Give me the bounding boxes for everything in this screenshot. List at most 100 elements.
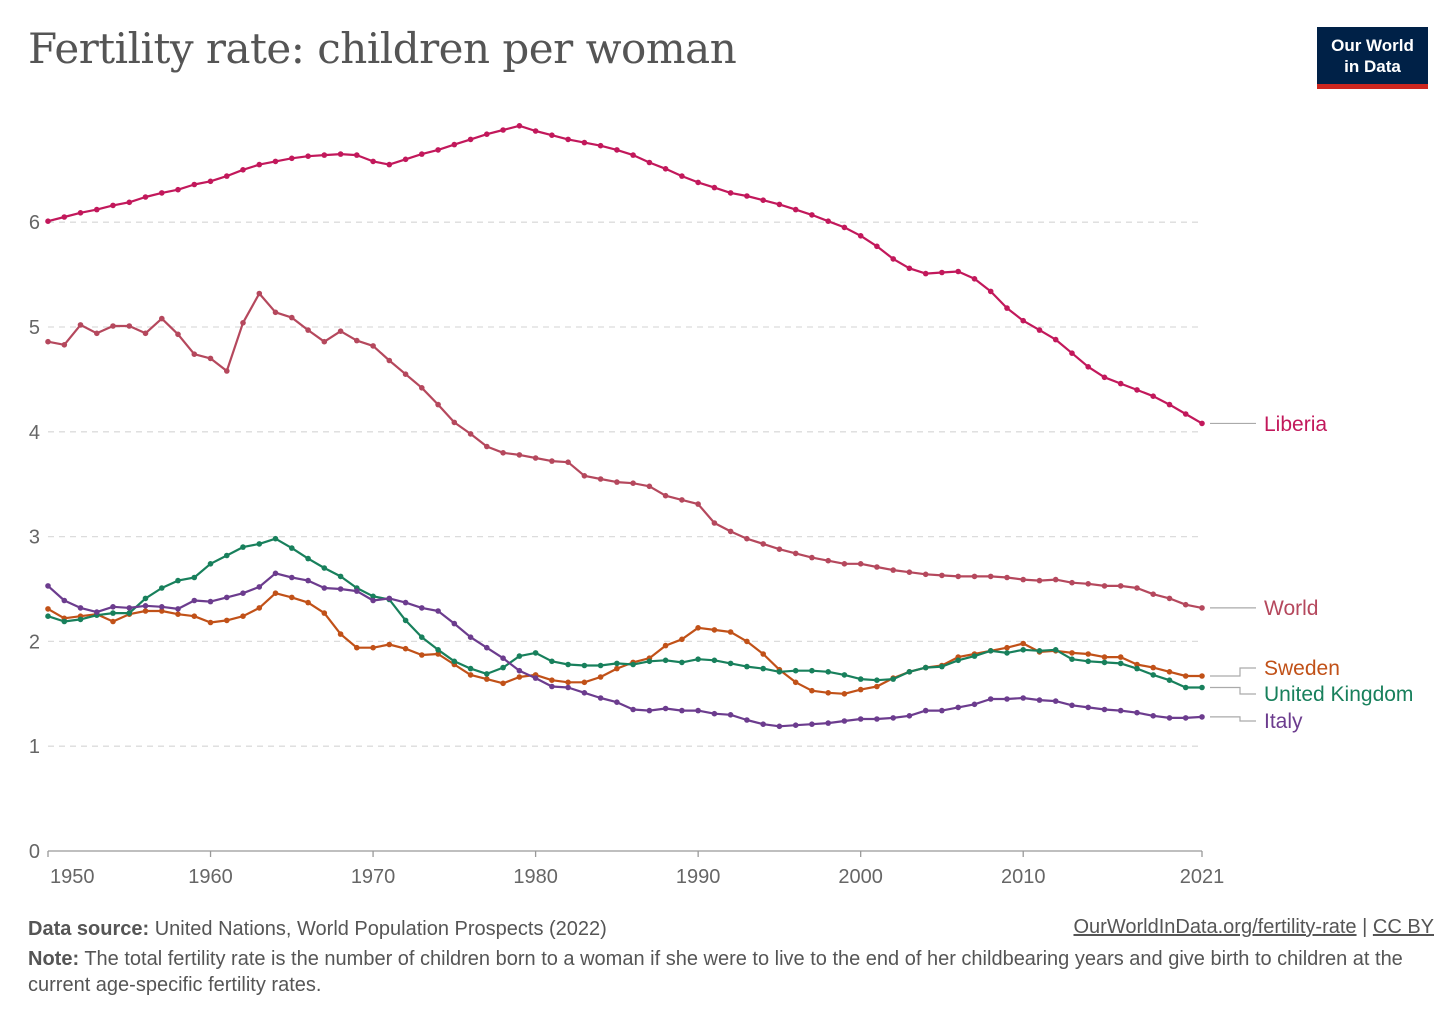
point-world-1997	[809, 554, 815, 561]
point-world-1996	[792, 550, 799, 557]
series-labels: Liberia World Sweden United Kingdom Italy	[1210, 413, 1413, 733]
point-united-kingdom-1989	[679, 659, 685, 666]
point-world-1951	[61, 342, 68, 348]
point-liberia-1980	[532, 128, 539, 134]
point-sweden-1984	[597, 674, 604, 680]
point-world-1976	[467, 431, 474, 437]
point-liberia-2008	[987, 288, 994, 295]
point-italy-1994	[760, 721, 766, 727]
point-liberia-1991	[711, 184, 718, 191]
point-sweden-1983	[581, 679, 588, 686]
point-world-1994	[760, 541, 766, 547]
point-united-kingdom-1964	[272, 535, 279, 542]
point-united-kingdom-1970	[370, 593, 376, 600]
point-world-1977	[484, 443, 490, 450]
point-united-kingdom-2006	[955, 657, 961, 664]
point-world-2011	[1036, 577, 1043, 584]
point-united-kingdom-2013	[1069, 656, 1075, 662]
point-united-kingdom-2007	[971, 653, 978, 659]
series-label-sweden: Sweden	[1264, 657, 1340, 680]
point-world-2002	[890, 567, 896, 573]
point-italy-1991	[711, 710, 718, 717]
point-sweden-1959	[191, 613, 198, 619]
point-sweden-1966	[305, 599, 311, 606]
point-italy-1952	[77, 605, 84, 611]
point-italy-2015	[1101, 706, 1108, 713]
point-liberia-1984	[597, 142, 604, 149]
point-world-2007	[971, 573, 978, 580]
point-united-kingdom-1961	[224, 552, 230, 559]
point-liberia-1956	[142, 194, 149, 200]
series-italy	[45, 570, 1205, 730]
point-united-kingdom-2011	[1036, 648, 1043, 654]
point-united-kingdom-1978	[500, 664, 506, 671]
point-sweden-1964	[272, 590, 279, 596]
point-united-kingdom-1965	[289, 545, 295, 551]
source-link[interactable]: OurWorldInData.org/fertility-rate	[1073, 916, 1357, 938]
point-liberia-1976	[467, 136, 474, 143]
point-italy-2006	[955, 704, 961, 711]
point-liberia-1994	[760, 197, 766, 203]
series-line-liberia	[47, 124, 1203, 425]
point-liberia-1986	[630, 152, 636, 158]
owid-logo[interactable]: Our World in Data	[1317, 27, 1428, 89]
point-world-1966	[305, 327, 311, 333]
line-chart: 0 1 2 3 4 5 6 1950 1960 1970 1980 1990 2000 2010 2021…	[29, 123, 1413, 888]
point-liberia-1963	[256, 161, 263, 168]
point-sweden-1950	[45, 606, 51, 612]
x-axis: 1950 1960 1970 1980 1990 2000 2010 2021	[47, 850, 1224, 888]
point-world-1979	[516, 452, 523, 458]
point-sweden-1996	[792, 679, 799, 686]
point-united-kingdom-1966	[305, 555, 311, 562]
point-sweden-1962	[240, 613, 246, 619]
point-world-2009	[1004, 574, 1010, 581]
point-united-kingdom-2016	[1117, 660, 1124, 667]
point-liberia-1967	[321, 152, 328, 158]
point-italy-1985	[614, 699, 620, 705]
point-italy-1982	[565, 684, 571, 691]
point-italy-1953	[94, 609, 100, 615]
point-liberia-1951	[61, 214, 68, 220]
y-axis-ticks: 0 1 2 3 4 5 6	[29, 212, 40, 863]
point-sweden-1985	[614, 665, 620, 672]
point-italy-1961	[224, 594, 230, 601]
note-text: The total fertility rate is the number o…	[28, 948, 1403, 996]
point-italy-2001	[874, 716, 880, 722]
license-link[interactable]: CC BY	[1372, 916, 1434, 938]
point-united-kingdom-2018	[1150, 672, 1156, 678]
point-italy-2018	[1150, 713, 1156, 719]
point-liberia-1981	[549, 132, 555, 138]
point-italy-2010	[1020, 695, 1026, 701]
point-united-kingdom-2003	[906, 669, 913, 675]
point-united-kingdom-1963	[256, 541, 263, 547]
point-italy-2012	[1052, 698, 1059, 704]
point-united-kingdom-1980	[532, 650, 539, 656]
point-united-kingdom-2015	[1101, 659, 1108, 666]
point-united-kingdom-1979	[516, 653, 523, 659]
point-world-2005	[939, 572, 945, 579]
point-united-kingdom-1984	[597, 662, 604, 669]
series-label-world: World	[1264, 597, 1318, 620]
note-label: Note:	[28, 948, 80, 970]
point-liberia-2007	[971, 276, 978, 282]
point-sweden-1958	[175, 611, 181, 617]
point-world-2016	[1117, 583, 1124, 589]
point-world-1958	[175, 331, 181, 338]
point-liberia-2006	[955, 268, 961, 275]
point-liberia-1969	[354, 152, 360, 158]
point-sweden-2009	[1004, 644, 1010, 651]
point-liberia-1950	[45, 218, 51, 224]
x-tick-label-2000: 2000	[838, 866, 883, 888]
point-united-kingdom-1951	[61, 618, 68, 625]
x-tick-label-1980: 1980	[513, 866, 558, 888]
point-liberia-2011	[1036, 327, 1043, 333]
point-sweden-2014	[1085, 651, 1091, 657]
point-italy-1972	[402, 599, 409, 606]
point-liberia-1995	[776, 201, 783, 208]
point-world-1983	[581, 473, 588, 479]
point-italy-2008	[987, 696, 994, 702]
point-world-1957	[159, 315, 165, 322]
point-italy-1968	[337, 586, 344, 592]
point-world-1987	[646, 483, 653, 490]
point-sweden-1994	[760, 651, 766, 657]
